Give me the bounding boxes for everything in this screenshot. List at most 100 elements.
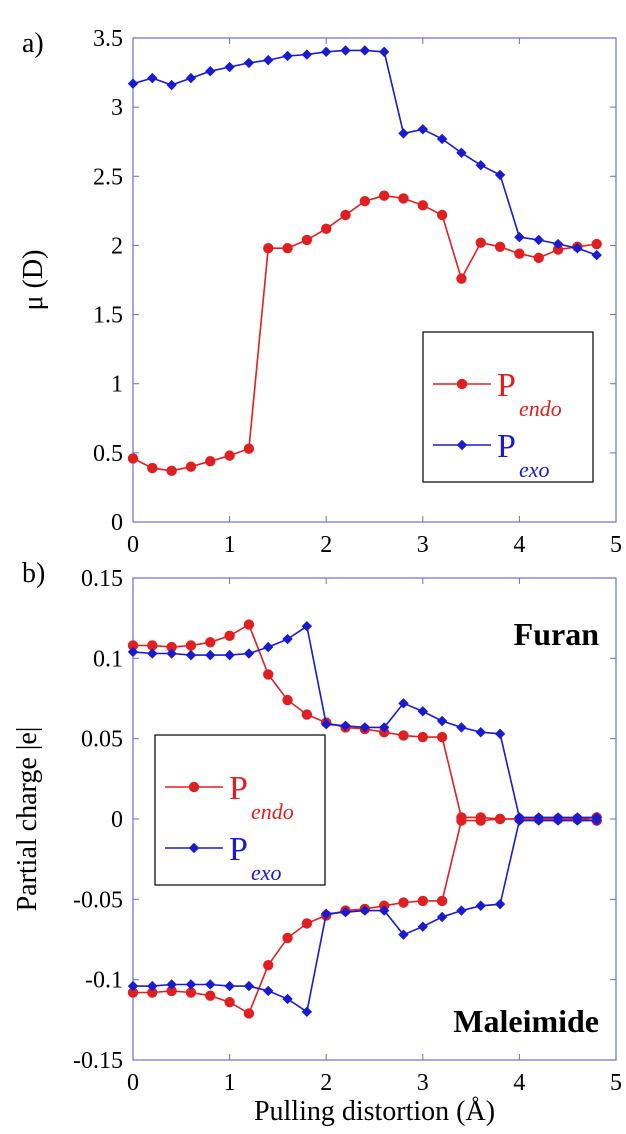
legend-label-subscript: endo	[519, 396, 562, 421]
x-tick-label: 4	[513, 1070, 525, 1096]
data-point-exo	[514, 815, 525, 826]
data-point-exo	[166, 79, 177, 91]
data-point-exo	[282, 633, 293, 645]
data-point-exo	[185, 979, 197, 990]
data-point-exo	[147, 72, 158, 84]
data-point-endo	[185, 640, 197, 651]
x-tick-label: 2	[320, 1070, 332, 1096]
data-point-exo	[533, 815, 544, 826]
data-point-exo	[301, 621, 313, 632]
data-point-endo	[591, 238, 602, 250]
data-point-endo	[340, 209, 351, 221]
y-tick-label: 2.5	[93, 164, 123, 190]
data-point-exo	[185, 72, 197, 84]
y-tick-label: 0.05	[81, 727, 123, 753]
data-point-exo	[378, 46, 390, 58]
data-point-exo	[359, 722, 371, 733]
data-point-exo	[552, 238, 564, 250]
data-point-endo	[417, 200, 428, 211]
data-point-endo	[127, 453, 139, 464]
data-point-endo	[205, 990, 216, 1001]
data-point-exo	[436, 715, 448, 727]
data-point-endo	[243, 1008, 255, 1019]
data-point-endo	[494, 813, 506, 825]
legend-label: P	[229, 770, 248, 807]
data-point-endo	[475, 815, 486, 826]
data-point-endo	[494, 241, 506, 253]
x-tick-label: 0	[127, 1070, 139, 1096]
series-exo	[127, 621, 602, 1017]
data-point-endo	[185, 987, 197, 998]
data-point-endo	[166, 641, 177, 653]
data-point-endo	[456, 273, 467, 284]
data-point-endo	[398, 193, 409, 204]
legend-box	[154, 734, 326, 886]
data-point-endo	[166, 985, 177, 997]
data-point-exo	[533, 234, 544, 246]
data-point-endo	[185, 461, 197, 472]
data-point-exo	[282, 50, 293, 62]
data-point-endo	[166, 465, 177, 477]
data-point-endo	[263, 669, 274, 680]
data-point-exo	[456, 905, 467, 916]
legend-label-subscript: endo	[251, 799, 294, 824]
data-point-endo	[224, 630, 235, 642]
legend-label: P	[497, 367, 516, 404]
data-point-exo	[378, 722, 390, 733]
data-point-endo	[205, 637, 216, 648]
data-point-endo	[224, 996, 235, 1008]
data-point-endo	[398, 730, 409, 741]
data-point-exo	[359, 45, 371, 56]
series-exo	[127, 45, 602, 261]
data-point-exo	[475, 160, 486, 171]
data-point-endo	[552, 244, 564, 255]
legend-label: P	[497, 428, 516, 465]
data-point-endo	[282, 932, 293, 944]
data-point-endo	[301, 234, 313, 246]
y-tick-label: 0	[111, 510, 123, 536]
data-point-exo	[436, 133, 448, 145]
data-point-exo	[494, 898, 506, 910]
data-point-endo	[514, 248, 525, 259]
y-tick-label: 0.1	[93, 646, 123, 672]
x-tick-label: 1	[224, 532, 236, 558]
data-point-exo	[224, 649, 235, 661]
data-point-exo	[127, 78, 139, 89]
data-point-endo	[436, 895, 448, 907]
data-point-exo	[591, 815, 602, 826]
data-point-endo	[475, 237, 486, 248]
data-point-exo	[417, 706, 428, 717]
series-line-exo	[132, 49, 597, 256]
x-tick-label: 1	[224, 1070, 236, 1096]
data-point-endo	[147, 987, 158, 998]
data-point-endo	[224, 450, 235, 461]
annotation-furan: Furan	[514, 616, 600, 652]
y-axis-title: Partial charge |e|	[12, 727, 43, 912]
data-point-endo	[147, 640, 158, 651]
x-axis-title: Pulling distortion (Å)	[254, 1096, 495, 1127]
data-point-exo	[147, 980, 158, 992]
data-point-exo	[301, 49, 313, 60]
data-point-endo	[127, 640, 139, 651]
data-point-exo	[340, 906, 351, 918]
data-point-exo	[243, 57, 255, 69]
x-tick-label: 0	[127, 532, 139, 558]
data-point-exo	[224, 980, 235, 992]
legend-label: P	[229, 831, 248, 868]
data-point-exo	[359, 905, 371, 916]
legend-label-subscript: exo	[251, 860, 282, 885]
data-point-exo	[263, 641, 274, 653]
data-point-endo	[378, 190, 390, 201]
data-point-exo	[572, 815, 583, 826]
data-point-exo	[494, 169, 506, 181]
data-point-exo	[282, 993, 293, 1005]
data-point-exo	[514, 231, 525, 243]
data-point-endo	[359, 195, 371, 207]
data-point-exo	[475, 900, 486, 911]
data-point-exo	[321, 908, 332, 919]
data-point-exo	[456, 722, 467, 733]
data-point-exo	[321, 719, 332, 730]
y-tick-label: 0	[111, 807, 123, 833]
